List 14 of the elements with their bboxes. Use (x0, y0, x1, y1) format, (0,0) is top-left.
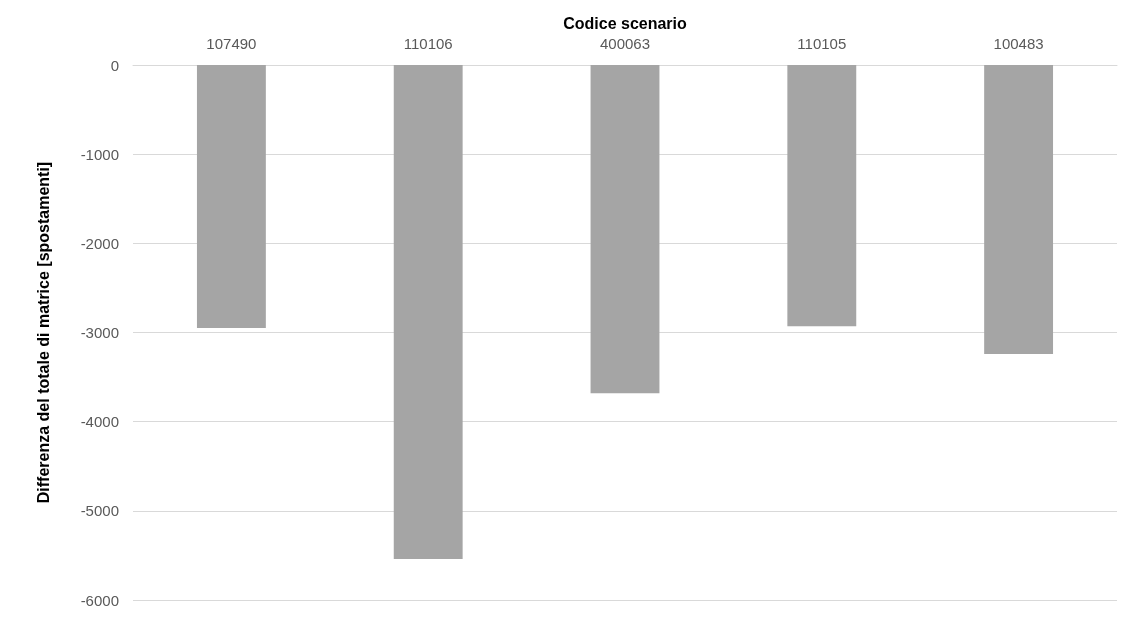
y-tick-label: -2000 (80, 234, 119, 252)
x-tick-label: 400063 (599, 35, 651, 52)
y-tick-label: -5000 (80, 502, 119, 520)
y-tick-label: -3000 (80, 324, 119, 341)
x-tick-label: 107490 (206, 35, 257, 52)
y-tick-label: -4000 (80, 413, 119, 431)
y-axis-title: Differenza del totale di matrice [spostamenti] (34, 161, 52, 504)
y-tick-label: -6000 (80, 591, 119, 609)
x-tick-label: 110105 (797, 35, 847, 52)
x-axis-title: Codice scenario (563, 14, 688, 32)
x-tick-label: 110106 (403, 35, 453, 52)
y-tick-label: 0 (110, 56, 119, 74)
x-tick-label: 100483 (993, 35, 1044, 52)
y-tick-label: -1000 (80, 145, 119, 163)
